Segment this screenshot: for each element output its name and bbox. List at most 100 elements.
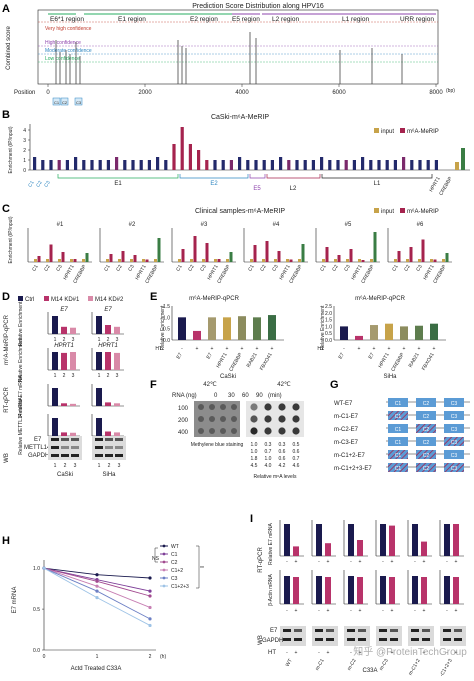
b-bar bbox=[254, 160, 258, 170]
d-ylabel: Relative E7 mRNA bbox=[18, 374, 24, 416]
i-sign: + bbox=[295, 608, 298, 614]
b-ytick: 0 bbox=[23, 168, 26, 174]
c-bar-input bbox=[190, 259, 193, 262]
c-bar-merip bbox=[157, 238, 161, 262]
panel-d-section-rtqpcr: RT-qPCR bbox=[4, 387, 10, 413]
e-ht-sign: + bbox=[271, 346, 274, 352]
b-bar bbox=[377, 160, 381, 170]
site-c3: C3 bbox=[76, 100, 82, 105]
wb-band-gapdh bbox=[115, 454, 123, 457]
e-ytick: 1.5 bbox=[325, 318, 332, 324]
b-bar bbox=[402, 157, 406, 170]
site-label: C2 bbox=[423, 414, 430, 420]
c-bar-input bbox=[106, 259, 109, 262]
wb-lane: 3 bbox=[118, 463, 121, 469]
construct-label: m-C1+2-E7 bbox=[334, 453, 366, 459]
d-bar bbox=[70, 403, 76, 406]
c-bar-input bbox=[118, 259, 121, 262]
site-label: C1 bbox=[395, 453, 402, 459]
i-sign: - bbox=[414, 608, 416, 614]
site-label: C2 bbox=[423, 427, 430, 433]
c-bar-input bbox=[202, 259, 205, 262]
mb-dot bbox=[231, 416, 237, 422]
panel-f-levels: 1.0 0.3 0.3 0.51.0 0.7 0.6 0.61.8 1.0 0.6 0.74.5 4… bbox=[251, 442, 300, 469]
c-bar-merip bbox=[445, 253, 449, 262]
construct-label: WT-E7 bbox=[334, 401, 353, 407]
i-sign: + bbox=[359, 559, 362, 565]
i-bar-ht bbox=[389, 577, 395, 604]
panel-h-letter: H bbox=[2, 535, 10, 547]
b-bar bbox=[369, 160, 373, 170]
site-label: C1 bbox=[395, 414, 402, 420]
m6a-level: 0.7 bbox=[293, 456, 300, 462]
c-sample-label: #6 bbox=[417, 222, 424, 228]
site-label: C3 bbox=[451, 453, 458, 459]
e-ht-sign: - bbox=[181, 346, 183, 352]
m6a-dot bbox=[264, 427, 272, 435]
c-bar-merip bbox=[205, 243, 209, 262]
x-tick-label: 6000 bbox=[332, 90, 346, 96]
svg-text:GAPDH: GAPDH bbox=[28, 453, 49, 459]
c-bar-input bbox=[358, 259, 361, 262]
svg-text:M14 KD#2: M14 KD#2 bbox=[95, 297, 124, 303]
svg-text:E5: E5 bbox=[253, 186, 261, 192]
panel-a-sites: C1 C2 C3 bbox=[52, 97, 83, 106]
e-bar bbox=[340, 326, 348, 340]
e-ht-sign: + bbox=[418, 346, 421, 352]
i-sign: - bbox=[382, 559, 384, 565]
m6a-level: 4.0 bbox=[265, 463, 272, 469]
panel-e-letter: E bbox=[150, 291, 157, 303]
c-bar-input bbox=[442, 259, 445, 262]
i-band-e7 bbox=[347, 629, 355, 632]
e-bar bbox=[385, 323, 393, 340]
x-tick-label: 0 bbox=[46, 90, 50, 96]
i-sign: - bbox=[286, 650, 288, 656]
d-bar bbox=[96, 316, 102, 334]
c-bar-input bbox=[394, 259, 397, 262]
h-point bbox=[148, 617, 152, 621]
d-bar bbox=[96, 388, 102, 406]
i-sign: + bbox=[455, 650, 458, 656]
svg-text:CaSki: CaSki bbox=[57, 472, 73, 478]
wb-band-e7 bbox=[71, 438, 79, 441]
d-bar bbox=[61, 403, 67, 406]
i-sign: + bbox=[455, 559, 458, 565]
h-point bbox=[148, 594, 152, 598]
c-xlabel: C1 bbox=[31, 264, 40, 273]
panel-d-letter: D bbox=[2, 291, 10, 303]
i-band-gapdh bbox=[411, 638, 419, 641]
d-bar bbox=[114, 352, 120, 370]
i-bar-ctrl bbox=[444, 524, 450, 556]
svg-text:C33A: C33A bbox=[362, 668, 377, 674]
b-bar bbox=[295, 160, 299, 170]
region-e5: E5 region bbox=[232, 16, 260, 23]
m6a-level: 0.3 bbox=[265, 442, 272, 448]
panel-h-plot: 0.0 0.5 1.0 0 1 2 (h) WT C1 C2 C1+2 C3 C1+2+3 NS ** bbox=[33, 544, 204, 660]
svg-text:input: input bbox=[381, 129, 394, 135]
b-bar bbox=[33, 157, 37, 170]
panel-e-ylabel-2: Relative Enrichment bbox=[320, 305, 326, 350]
wb-band-e7 bbox=[61, 438, 69, 441]
site-label: C2 bbox=[423, 440, 430, 446]
e-bar bbox=[370, 325, 378, 340]
b-bar bbox=[115, 157, 119, 170]
c-bar-merip bbox=[433, 259, 437, 262]
e-ht-sign: - bbox=[343, 346, 345, 352]
site-box bbox=[416, 437, 436, 446]
wb-band-gapdh bbox=[61, 454, 69, 457]
b-bar bbox=[361, 157, 365, 170]
i-bar-ht bbox=[453, 577, 459, 604]
c-bar-input bbox=[418, 259, 421, 262]
svg-text:Relative m⁶A levels: Relative m⁶A levels bbox=[254, 474, 297, 480]
h-point bbox=[148, 576, 152, 580]
c-bar-merip bbox=[133, 255, 137, 262]
e-ht-sign: + bbox=[403, 346, 406, 352]
panel-d-legend: Ctrl M14 KD#1 M14 KD#2 bbox=[18, 296, 124, 303]
m6a-dot bbox=[250, 415, 258, 423]
h-ytick: 0.5 bbox=[33, 607, 40, 613]
h-point bbox=[42, 566, 46, 570]
panel-c-ylabel: Enrichment (IP/input) bbox=[8, 216, 14, 263]
h-legend-label: C3 bbox=[171, 576, 178, 582]
site-box bbox=[416, 450, 436, 459]
e-ytick: 2.5 bbox=[325, 304, 332, 310]
